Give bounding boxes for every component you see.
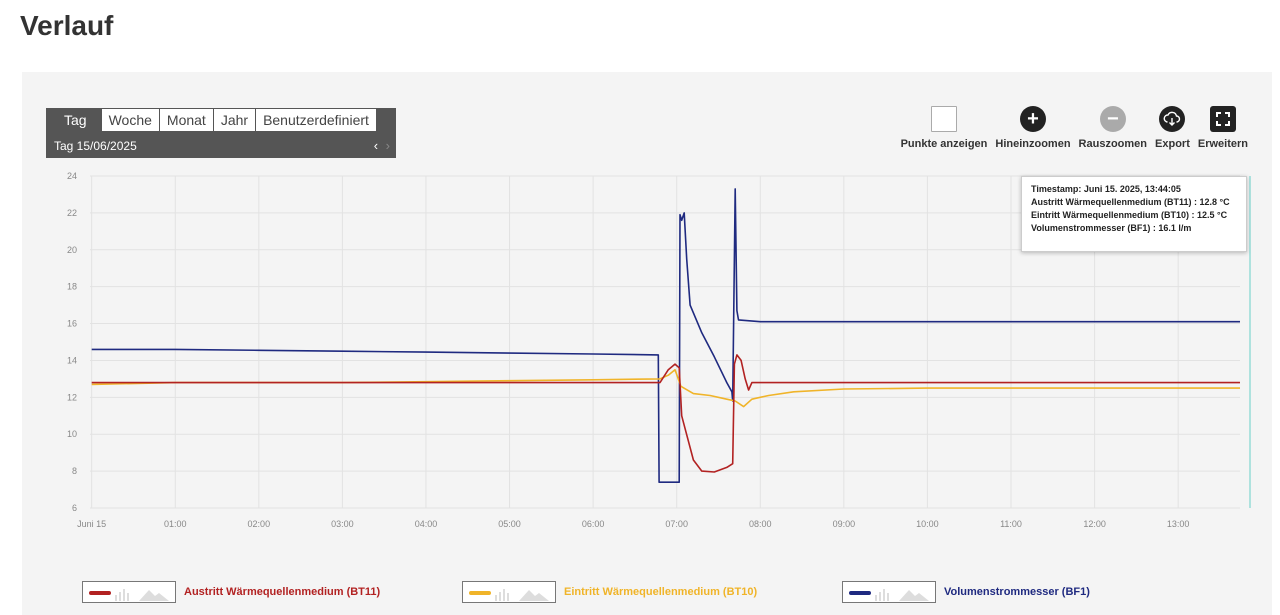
x-tick-label: 01:00 (164, 519, 187, 529)
chevron-right-icon[interactable]: › (385, 138, 390, 153)
legend-line-bf1 (849, 591, 871, 595)
x-tick-label: 04:00 (415, 519, 438, 529)
range-tabs: Tag Woche Monat Jahr Benutzerdefiniert (46, 108, 396, 132)
checkbox-icon[interactable] (930, 106, 957, 132)
date-nav: ‹ › (370, 134, 390, 158)
range-selector: Tag Woche Monat Jahr Benutzerdefiniert T… (46, 108, 396, 158)
tab-custom[interactable]: Benutzerdefiniert (256, 108, 377, 132)
y-tick-label: 16 (67, 319, 77, 329)
sparkline-icon (875, 589, 929, 601)
y-tick-label: 18 (67, 282, 77, 292)
y-tick-label: 10 (67, 429, 77, 439)
expand-button[interactable]: Erweitern (1198, 106, 1248, 150)
show-points-label: Punkte anzeigen (900, 138, 988, 150)
zoom-in-label: Hineinzoomen (995, 138, 1071, 150)
export-label: Export (1155, 138, 1190, 150)
chart-panel (22, 72, 1272, 615)
legend-item-bf1[interactable]: Volumenstrommesser (BF1) (842, 580, 1090, 604)
page-title: Verlauf (20, 10, 114, 41)
legend-item-bt10[interactable]: Eintritt Wärmequellenmedium (BT10) (462, 580, 757, 604)
plus-icon: + (1019, 106, 1046, 132)
chevron-left-icon[interactable]: ‹ (373, 138, 379, 153)
x-tick-label: 08:00 (749, 519, 772, 529)
legend-swatch (842, 581, 936, 603)
tooltip-timestamp: Timestamp: Juni 15. 2025, 13:44:05 (1031, 184, 1181, 194)
y-tick-label: 22 (67, 208, 77, 218)
legend-swatch (462, 581, 556, 603)
x-tick-label: 06:00 (582, 519, 605, 529)
x-tick-label: 09:00 (833, 519, 856, 529)
show-points-toggle[interactable]: Punkte anzeigen (900, 106, 988, 150)
legend-line-bt11 (89, 591, 111, 595)
chart-legend: Austritt Wärmequellenmedium (BT11) Eintr… (0, 580, 1280, 610)
x-tick-label: 12:00 (1083, 519, 1106, 529)
x-tick-label: 05:00 (498, 519, 521, 529)
series-line-bt10 (91, 368, 1240, 408)
date-label: Tag 15/06/2025 (54, 139, 137, 153)
fullscreen-icon (1209, 106, 1236, 132)
zoom-out-button[interactable]: − Rauszoomen (1079, 106, 1147, 150)
tooltip-line-bt11: Austritt Wärmequellenmedium (BT11) : 12.… (1031, 197, 1230, 207)
export-button[interactable]: Export (1155, 106, 1190, 150)
x-tick-label: 03:00 (331, 519, 354, 529)
y-tick-label: 12 (67, 392, 77, 402)
zoom-out-label: Rauszoomen (1078, 138, 1148, 150)
legend-swatch (82, 581, 176, 603)
legend-label-bt10: Eintritt Wärmequellenmedium (BT10) (564, 586, 758, 598)
legend-line-bt10 (469, 591, 491, 595)
x-tick-label: 13:00 (1167, 519, 1190, 529)
chart-tooltip: Timestamp: Juni 15. 2025, 13:44:05 Austr… (1021, 176, 1247, 252)
y-tick-label: 24 (67, 171, 77, 181)
y-tick-label: 14 (67, 355, 77, 365)
tooltip-line-bt10: Eintritt Wärmequellenmedium (BT10) : 12.… (1031, 210, 1228, 220)
series-line-bt11 (91, 354, 1240, 473)
legend-label-bt11: Austritt Wärmequellenmedium (BT11) (184, 586, 381, 598)
y-tick-label: 6 (72, 503, 77, 513)
cloud-download-icon (1159, 106, 1186, 132)
chart-toolbar: Punkte anzeigen + Hineinzoomen − Rauszoo… (901, 106, 1248, 150)
x-tick-label: 02:00 (248, 519, 271, 529)
y-tick-label: 8 (72, 466, 77, 476)
series-line-bf1 (91, 188, 1240, 483)
tab-day[interactable]: Tag (46, 108, 102, 132)
x-tick-label: 10:00 (916, 519, 939, 529)
tooltip-line-bf1: Volumenstrommesser (BF1) : 16.1 l/m (1031, 223, 1192, 233)
x-tick-label: Juni 15 (77, 519, 106, 529)
expand-label: Erweitern (1197, 138, 1248, 150)
x-tick-label: 11:00 (1000, 519, 1022, 529)
legend-item-bt11[interactable]: Austritt Wärmequellenmedium (BT11) (82, 580, 380, 604)
x-tick-label: 07:00 (665, 519, 688, 529)
tab-week[interactable]: Woche (101, 108, 160, 132)
sparkline-icon (495, 589, 549, 601)
y-tick-label: 20 (67, 245, 77, 255)
zoom-in-button[interactable]: + Hineinzoomen (995, 106, 1071, 150)
sparkline-icon (115, 589, 169, 601)
minus-icon: − (1099, 106, 1126, 132)
tab-month[interactable]: Monat (159, 108, 214, 132)
legend-label-bf1: Volumenstrommesser (BF1) (944, 586, 1090, 598)
tab-year[interactable]: Jahr (213, 108, 257, 132)
